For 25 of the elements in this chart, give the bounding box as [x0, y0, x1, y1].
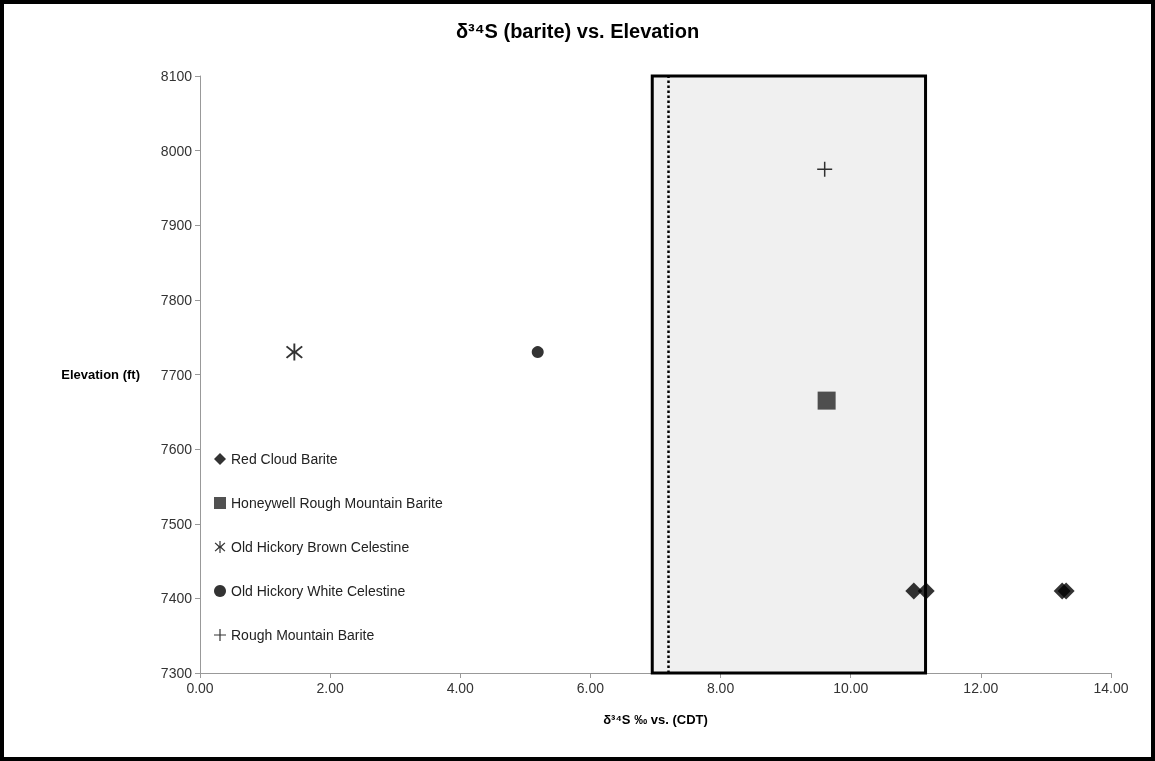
y-tick-label: 7600: [160, 441, 193, 458]
x-tick-label: 12.00: [963, 680, 999, 696]
legend-label: Red Cloud Barite: [231, 451, 338, 467]
y-tick-label: 7500: [160, 515, 193, 532]
y-tick-label: 8000: [160, 142, 193, 159]
legend-label: Rough Mountain Barite: [231, 627, 375, 643]
x-axis-title: δ³⁴S ‰ vs. (CDT): [603, 712, 708, 727]
y-tick-label: 7300: [160, 665, 193, 681]
x-tick-label: 8.00: [706, 680, 735, 696]
legend-label: Old Hickory White Celestine: [231, 583, 406, 599]
y-tick-label: 7400: [160, 590, 193, 607]
y-tick-label: 7800: [160, 291, 193, 308]
x-tick-label: 2.00: [316, 680, 344, 696]
y-tick-label: 8100: [160, 68, 193, 84]
legend-label: Old Hickory Brown Celestine: [231, 539, 410, 555]
chart-title: δ³⁴S (barite) vs. Elevation: [455, 20, 700, 42]
x-tick-label: 6.00: [576, 680, 605, 696]
y-tick-label: 7900: [160, 217, 193, 234]
x-tick-label: 10.00: [833, 680, 869, 696]
y-tick-label: 7700: [160, 366, 193, 383]
x-tick-label: 14.00: [1093, 680, 1129, 696]
x-tick-label: 0.00: [186, 680, 214, 696]
y-axis-title: Elevation (ft): [61, 367, 140, 382]
x-tick-label: 4.00: [446, 680, 475, 696]
legend-label: Honeywell Rough Mountain Barite: [231, 495, 443, 511]
